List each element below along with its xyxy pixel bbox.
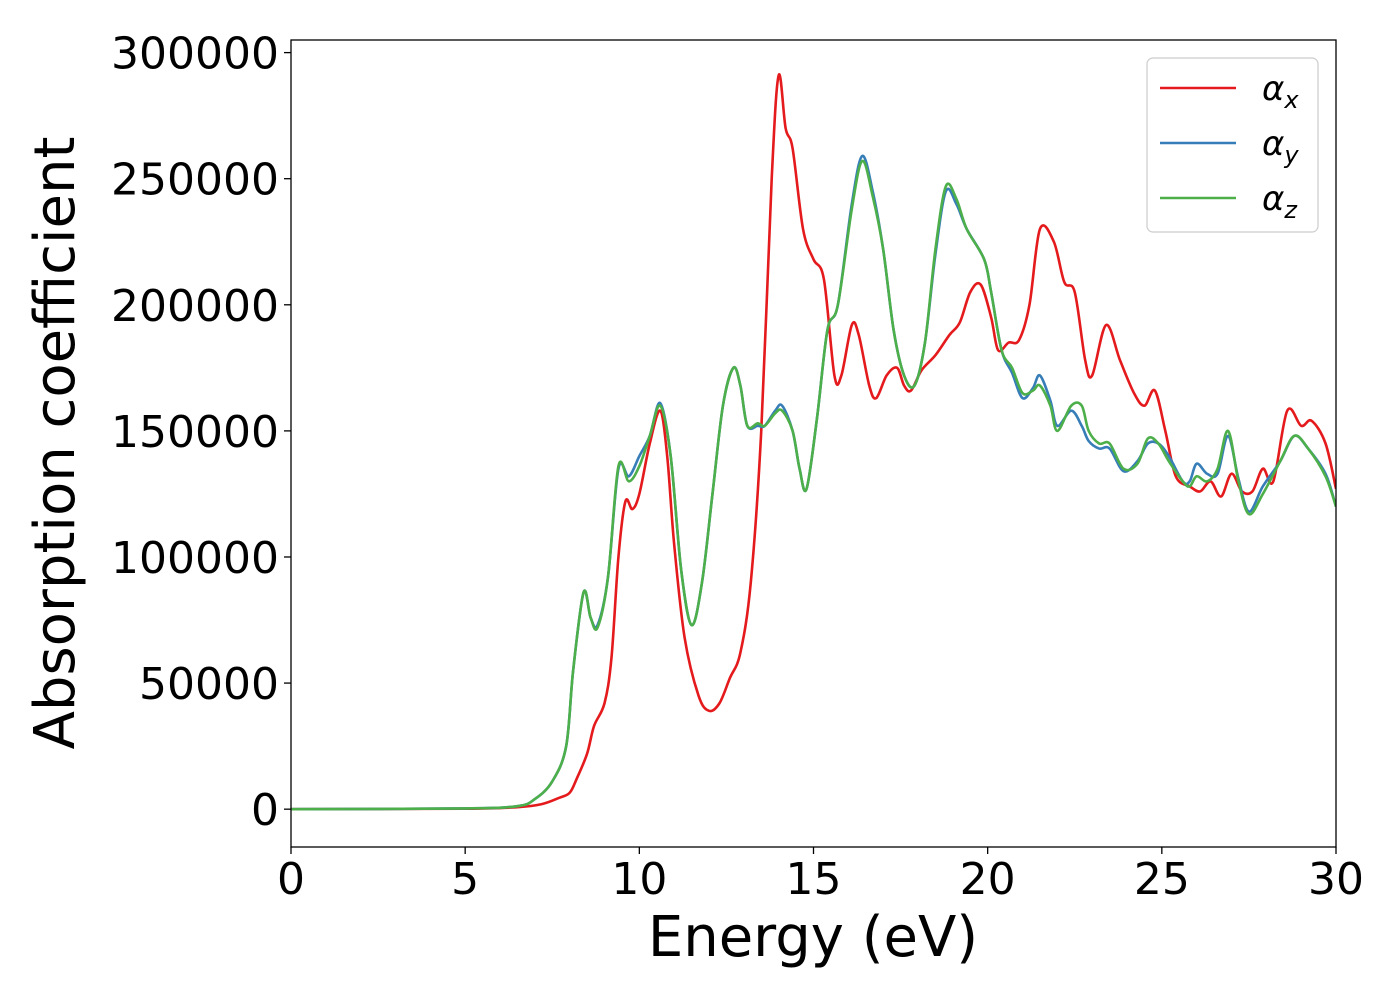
x-tick-labels: 0 5 10 15 20 25 30: [277, 854, 1364, 905]
legend-box: [1146, 57, 1319, 233]
x-tick-label: 30: [1308, 854, 1364, 905]
x-axis-title: Energy (eV): [648, 905, 978, 970]
legend-label-subscript: x: [1283, 86, 1299, 114]
legend-label-subscript: y: [1283, 141, 1299, 169]
tick-marks: [284, 51, 1337, 854]
y-tick-label: 200000: [111, 281, 279, 332]
legend-label-main: α: [1262, 69, 1284, 109]
series-lines: [291, 73, 1336, 811]
plot-frame: [290, 39, 1337, 848]
x-tick-label: 10: [611, 854, 667, 905]
y-tick-label: 100000: [111, 533, 279, 584]
legend-label-subscript: z: [1283, 196, 1298, 224]
x-tick-label: 5: [451, 854, 479, 905]
y-axis-title: Absorption coefficient: [23, 137, 88, 750]
legend-label-alpha-x: αx: [1262, 69, 1299, 114]
y-tick-label: 250000: [111, 155, 279, 206]
x-tick-label: 25: [1134, 854, 1190, 905]
y-tick-label: 300000: [111, 29, 279, 80]
legend-label-main: α: [1262, 124, 1284, 164]
x-tick-label: 15: [786, 854, 842, 905]
x-tick-label: 20: [960, 854, 1016, 905]
y-tick-label: 0: [251, 785, 279, 836]
legend-label-alpha-z: αz: [1262, 179, 1298, 224]
y-tick-labels: 0 50000 100000 150000 200000 250000 300000: [111, 29, 279, 837]
legend-label-alpha-y: αy: [1262, 124, 1299, 169]
legend-label-main: α: [1262, 179, 1284, 219]
x-tick-label: 0: [277, 854, 305, 905]
y-tick-label: 50000: [139, 659, 279, 710]
series-line-alpha-x: [291, 73, 1336, 811]
series-line-alpha-z: [291, 159, 1336, 811]
y-tick-label: 150000: [111, 407, 279, 458]
